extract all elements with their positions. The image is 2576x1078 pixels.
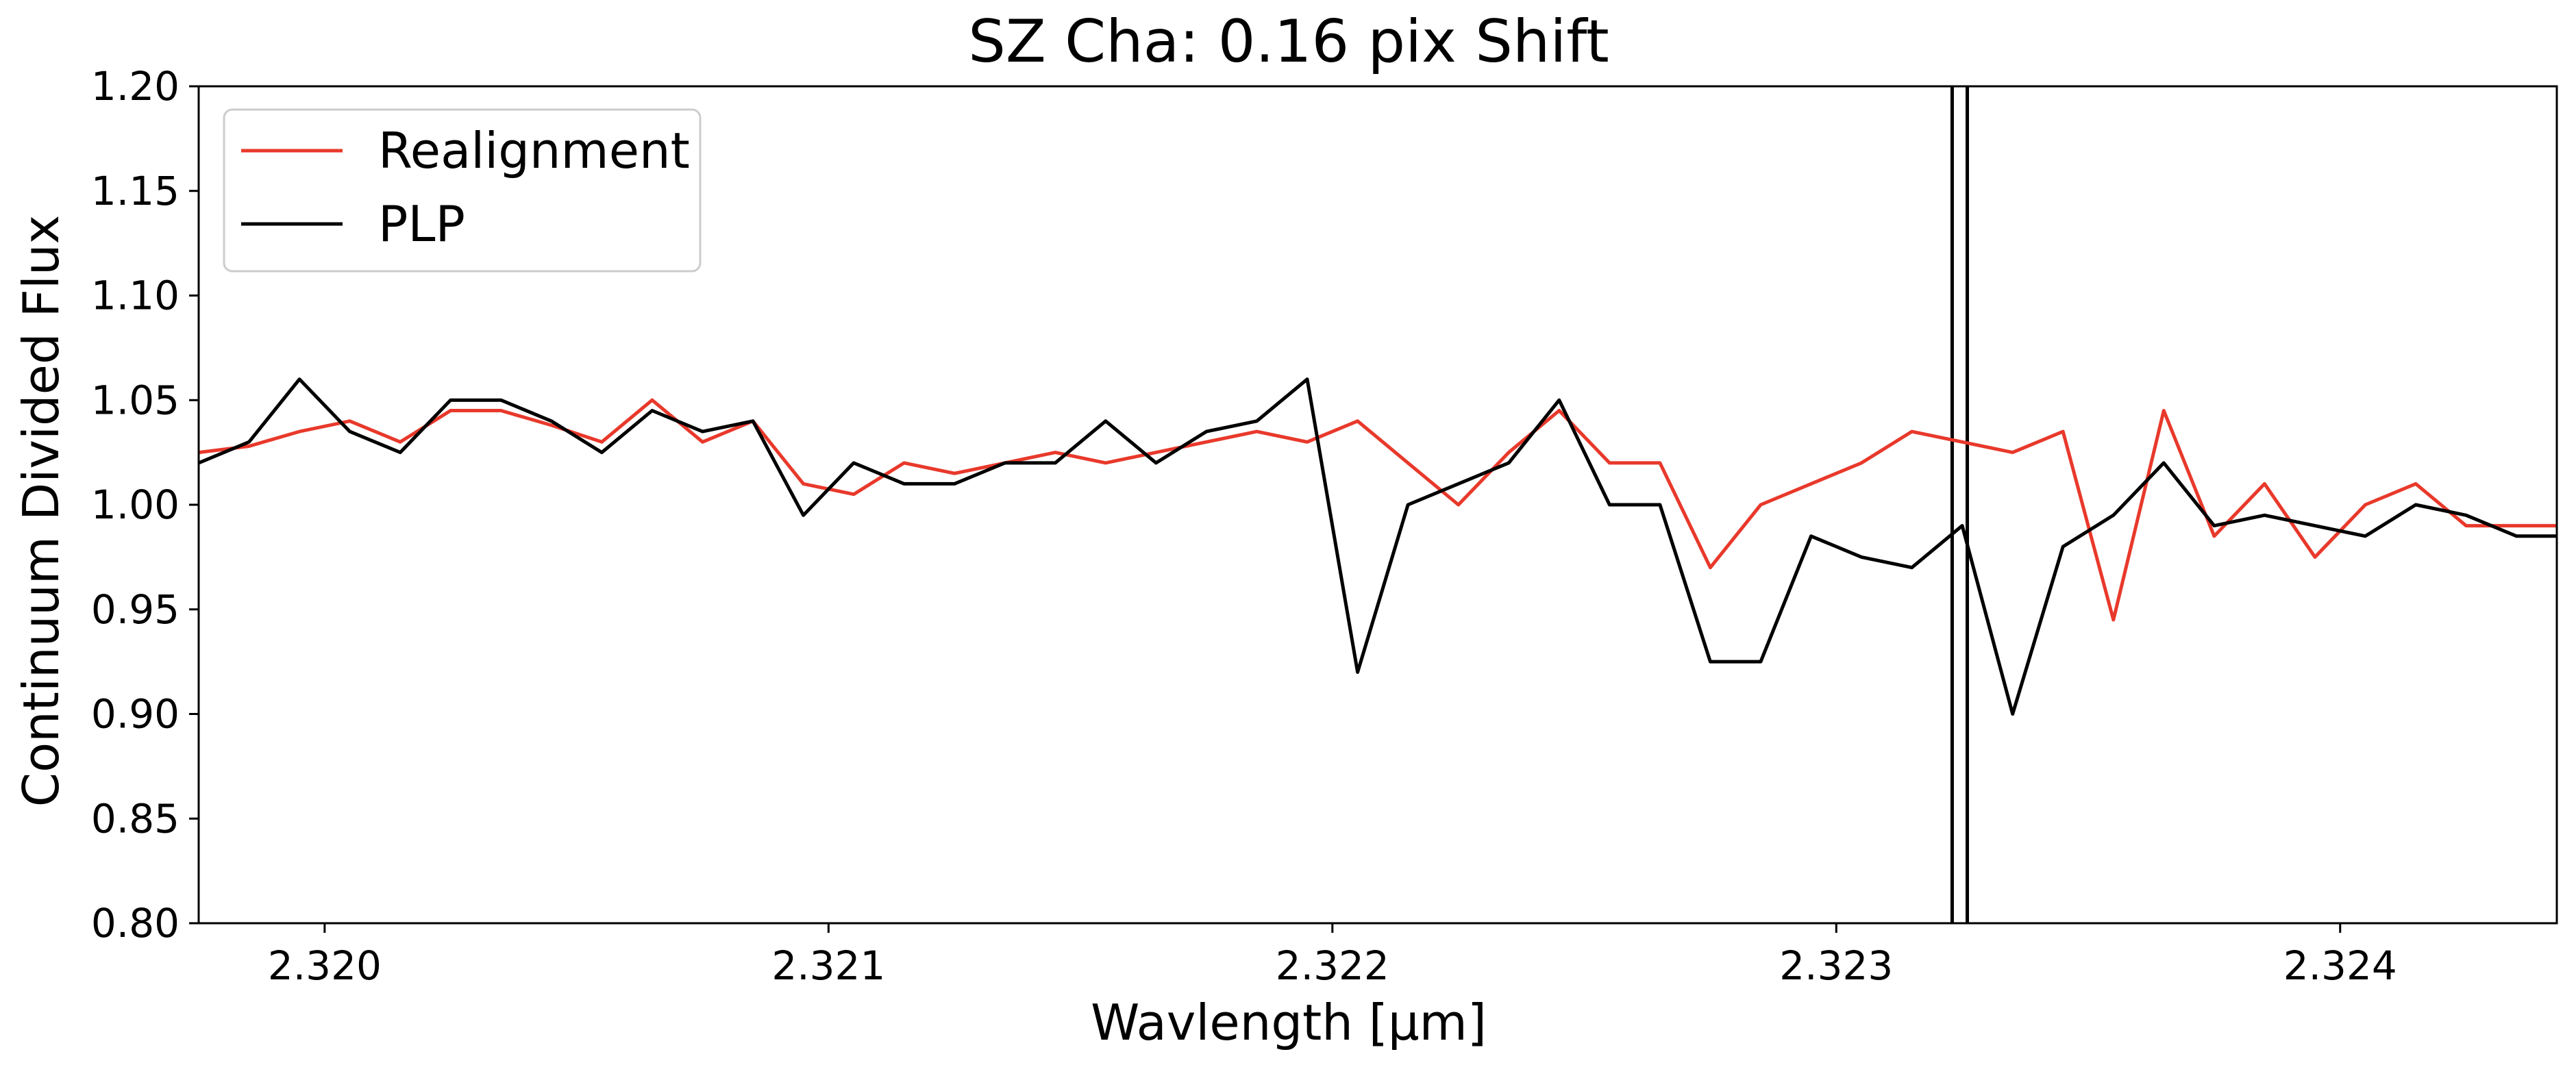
legend-label-plp: PLP bbox=[378, 195, 465, 253]
x-tick-label: 2.323 bbox=[1779, 942, 1893, 989]
series-line-realignment bbox=[199, 398, 2557, 622]
x-tick-label: 2.324 bbox=[2283, 942, 2397, 989]
y-tick-label: 0.90 bbox=[91, 691, 179, 738]
y-tick-label: 1.05 bbox=[91, 377, 179, 423]
x-axis-label: Wavlength [μm] bbox=[1091, 994, 1487, 1051]
y-axis-label: Continuum Divided Flux bbox=[12, 215, 70, 807]
plot-area bbox=[199, 86, 2557, 923]
x-tick-label: 2.322 bbox=[1276, 942, 1389, 989]
y-tick-label: 0.80 bbox=[91, 900, 179, 947]
y-tick-label: 1.20 bbox=[91, 63, 179, 110]
y-axis-ticks: 0.80 0.85 0.90 0.95 1.00 1.05 1.10 1.15 1.20 bbox=[91, 63, 199, 947]
y-tick-label: 1.10 bbox=[91, 273, 179, 319]
y-tick-label: 0.95 bbox=[91, 586, 179, 633]
legend-label-realignment: Realignment bbox=[378, 122, 690, 179]
chart-title: SZ Cha: 0.16 pix Shift bbox=[968, 8, 1609, 76]
series-layer bbox=[199, 377, 2557, 716]
x-tick-label: 2.321 bbox=[771, 942, 885, 989]
x-axis-ticks: 2.320 2.321 2.322 2.323 2.324 bbox=[268, 923, 2397, 989]
y-tick-label: 1.15 bbox=[91, 168, 179, 214]
reference-lines bbox=[1950, 86, 1969, 923]
series-line-plp bbox=[199, 377, 2557, 716]
x-tick-label: 2.320 bbox=[268, 942, 382, 989]
legend: Realignment PLP bbox=[223, 108, 702, 273]
plot-frame bbox=[197, 85, 2558, 925]
y-tick-label: 0.85 bbox=[91, 795, 179, 842]
legend-box bbox=[223, 108, 702, 273]
y-tick-label: 1.00 bbox=[91, 481, 179, 528]
